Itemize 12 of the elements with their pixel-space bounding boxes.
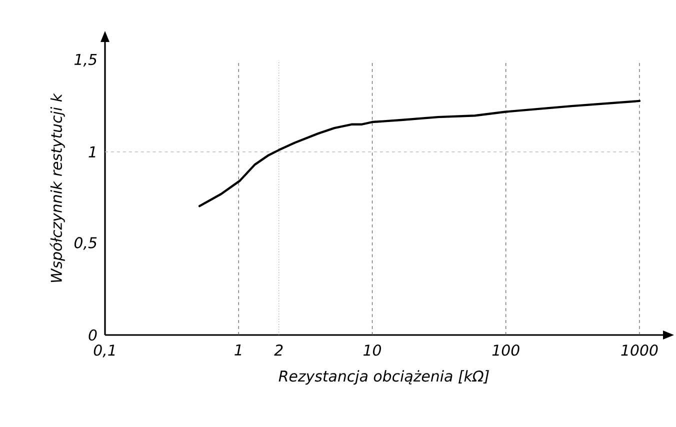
y-tick-label: 0,5	[74, 237, 97, 250]
x-tick-label: 1	[234, 344, 242, 356]
x-tick-label: 100	[492, 344, 520, 356]
y-axis-title: Współczynnik restytucji k	[50, 93, 65, 282]
y-tick-label: 1	[88, 146, 96, 158]
y-tick-label: 1,5	[74, 54, 97, 67]
x-axis-title: Rezystancja obciążenia [kΩ]	[278, 370, 489, 385]
x-tick-label: 1000	[621, 344, 658, 356]
x-tick-label: 2	[274, 344, 283, 356]
y-tick-label: 0	[88, 329, 97, 341]
x-tick-label: 10	[363, 344, 381, 356]
x-tick-label: 0,1	[94, 344, 115, 358]
